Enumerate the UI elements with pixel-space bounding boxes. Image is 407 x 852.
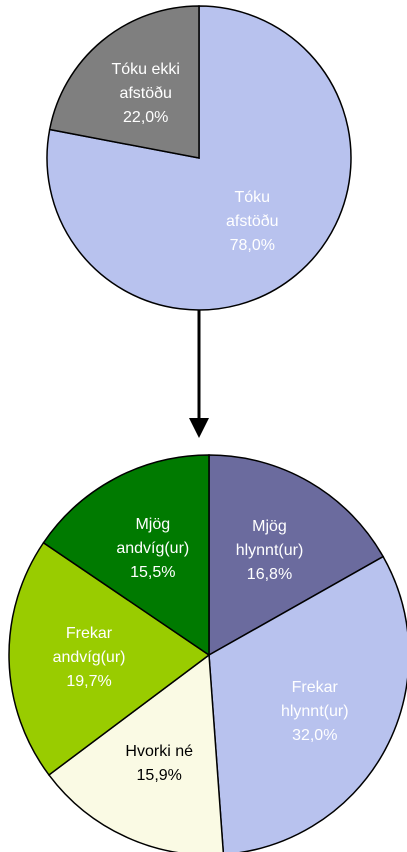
arrow-head: [189, 418, 209, 438]
pie-slice: [8, 541, 211, 776]
category-label: Tóku ekki afstöðu: [111, 60, 180, 102]
value-label: 15,5%: [130, 563, 176, 581]
pie-slice: [48, 5, 200, 159]
slice-label: Tóku ekki afstöðu 22,0%: [96, 58, 196, 130]
value-label: 22,0%: [123, 108, 169, 126]
category-label: Hvorki né: [125, 743, 193, 761]
category-label: Mjög andvíg(ur): [116, 515, 190, 557]
slice-label: Tóku afstöðu 78,0%: [202, 186, 302, 258]
slice-label: Frekar andvíg(ur) 19,7%: [39, 622, 139, 694]
value-label: 78,0%: [229, 237, 275, 255]
value-label: 19,7%: [66, 672, 112, 690]
pie-slice: [46, 5, 352, 311]
slice-label: Hvorki né 15,9%: [109, 740, 209, 788]
category-label: Tóku afstöðu: [226, 189, 279, 231]
pie-slice: [208, 555, 407, 852]
pie-slice: [42, 454, 210, 657]
slice-label: Frekar hlynnt(ur) 32,0%: [265, 676, 365, 748]
pie-slice: [208, 454, 385, 657]
slice-label: Mjög andvíg(ur) 15,5%: [103, 513, 203, 585]
slice-label: Mjög hlynnt(ur) 16,8%: [219, 515, 319, 587]
value-label: 16,8%: [246, 566, 293, 584]
value-label: 15,9%: [136, 767, 182, 785]
pie-slice: [47, 653, 225, 852]
value-label: 32,0%: [292, 726, 338, 744]
category-label: Frekar hlynnt(ur): [280, 678, 349, 720]
category-label: Mjög hlynnt(ur): [235, 518, 304, 560]
category-label: Frekar andvíg(ur): [52, 624, 126, 666]
